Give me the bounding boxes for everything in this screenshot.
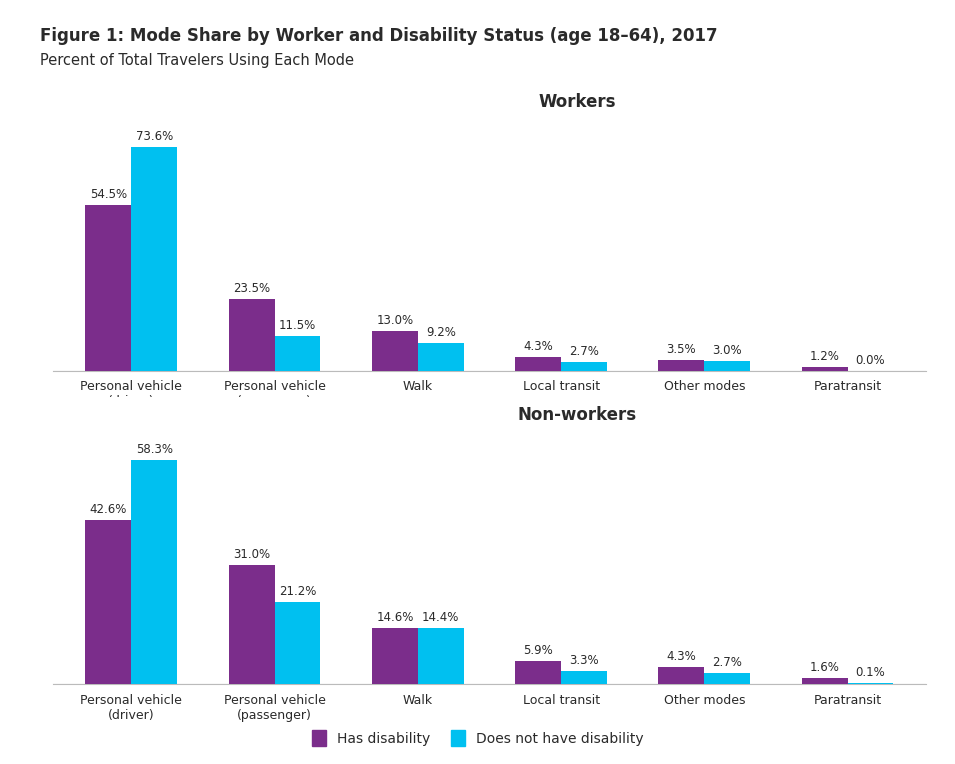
Text: 14.6%: 14.6% bbox=[376, 610, 414, 623]
Bar bbox=[418, 342, 464, 371]
Text: 23.5%: 23.5% bbox=[233, 282, 270, 295]
Bar bbox=[275, 602, 321, 684]
Text: 31.0%: 31.0% bbox=[233, 548, 270, 561]
Text: 13.0%: 13.0% bbox=[376, 314, 414, 327]
Text: 1.2%: 1.2% bbox=[810, 350, 839, 363]
Text: 4.3%: 4.3% bbox=[667, 650, 696, 663]
Text: 3.0%: 3.0% bbox=[712, 345, 742, 358]
Bar bbox=[372, 628, 418, 684]
Text: 0.1%: 0.1% bbox=[856, 666, 885, 679]
Bar bbox=[86, 205, 132, 371]
Text: 14.4%: 14.4% bbox=[422, 611, 459, 624]
Bar bbox=[659, 667, 705, 684]
Bar bbox=[132, 147, 178, 371]
Text: 3.3%: 3.3% bbox=[569, 654, 599, 667]
Text: 5.9%: 5.9% bbox=[523, 644, 553, 657]
Bar bbox=[562, 362, 607, 371]
Bar bbox=[418, 629, 464, 684]
Text: 73.6%: 73.6% bbox=[136, 130, 173, 143]
Bar bbox=[705, 361, 751, 371]
Text: 1.6%: 1.6% bbox=[810, 661, 839, 674]
Text: 21.2%: 21.2% bbox=[279, 585, 316, 598]
Bar bbox=[132, 460, 178, 684]
Bar bbox=[86, 520, 132, 684]
Bar bbox=[275, 335, 321, 371]
Bar bbox=[802, 367, 848, 371]
Text: 58.3%: 58.3% bbox=[136, 443, 173, 456]
Bar bbox=[705, 673, 751, 684]
Text: 42.6%: 42.6% bbox=[90, 503, 127, 516]
Text: 9.2%: 9.2% bbox=[426, 325, 456, 338]
Text: 54.5%: 54.5% bbox=[90, 188, 127, 201]
Bar bbox=[229, 299, 275, 371]
Text: 2.7%: 2.7% bbox=[712, 656, 742, 669]
Bar bbox=[659, 360, 705, 371]
Bar bbox=[516, 358, 562, 371]
Text: 3.5%: 3.5% bbox=[667, 343, 696, 356]
Text: 0.0%: 0.0% bbox=[856, 354, 885, 367]
Text: Workers: Workers bbox=[538, 92, 616, 111]
Bar bbox=[562, 671, 607, 684]
Text: Figure 1: Mode Share by Worker and Disability Status (age 18–64), 2017: Figure 1: Mode Share by Worker and Disab… bbox=[40, 27, 718, 45]
Bar bbox=[516, 661, 562, 684]
Text: 2.7%: 2.7% bbox=[569, 345, 599, 358]
Text: 4.3%: 4.3% bbox=[523, 341, 553, 354]
Bar bbox=[372, 331, 418, 371]
Bar bbox=[229, 565, 275, 684]
Text: Percent of Total Travelers Using Each Mode: Percent of Total Travelers Using Each Mo… bbox=[40, 53, 354, 69]
Text: Non-workers: Non-workers bbox=[518, 406, 636, 424]
Text: 11.5%: 11.5% bbox=[279, 319, 316, 332]
Legend: Has disability, Does not have disability: Has disability, Does not have disability bbox=[311, 730, 644, 746]
Bar bbox=[802, 678, 848, 684]
